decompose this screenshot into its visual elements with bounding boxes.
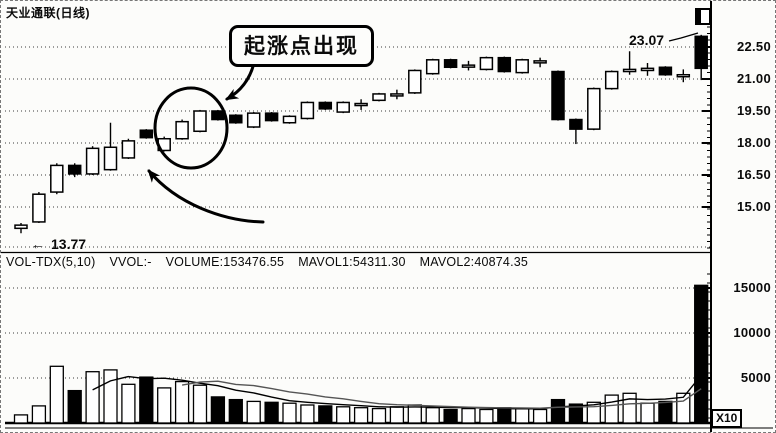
pane-fill xyxy=(697,10,701,23)
high-price-label: 23.07 xyxy=(629,32,665,48)
volume-tick-5000: 5000 xyxy=(740,370,771,385)
mavol2-value: MAVOL2:40874.35 xyxy=(419,255,529,269)
volume-value: VOLUME:153476.55 xyxy=(165,255,285,269)
volume-multiplier-badge: X10 xyxy=(711,409,743,428)
volume-tick-15000: 15000 xyxy=(733,280,771,295)
high-leader-line xyxy=(668,32,699,42)
trend-arrow xyxy=(147,169,265,224)
price-tick-15-00: 15.00 xyxy=(736,199,771,214)
left-arrow-icon: ← xyxy=(31,236,45,252)
chart-title: 天业通联(日线) xyxy=(6,6,90,20)
low-price-value: 13.77 xyxy=(51,236,87,252)
price-tick-21-00: 21.00 xyxy=(736,71,771,86)
volume-tick-10000: 10000 xyxy=(733,325,771,340)
indicator-name: VOL-TDX(5,10) xyxy=(6,255,96,269)
price-tick-16-50: 16.50 xyxy=(736,167,771,182)
mavol1-value: MAVOL1:54311.30 xyxy=(298,255,406,269)
price-tick-18-00: 18.00 xyxy=(736,135,771,150)
highlight-circle xyxy=(153,86,229,170)
vvol-value: VVOL:- xyxy=(109,255,152,269)
volume-header: VOL-TDX(5,10) VVOL:- VOLUME:153476.55 MA… xyxy=(6,255,528,269)
price-tick-19-50: 19.50 xyxy=(736,103,771,118)
callout-box: 起涨点出现 xyxy=(229,25,374,67)
callout-arrow xyxy=(225,61,256,101)
low-price-label: ← 13.77 xyxy=(31,236,86,252)
window-panes-icon[interactable] xyxy=(695,8,711,25)
price-tick-22-50: 22.50 xyxy=(736,39,771,54)
